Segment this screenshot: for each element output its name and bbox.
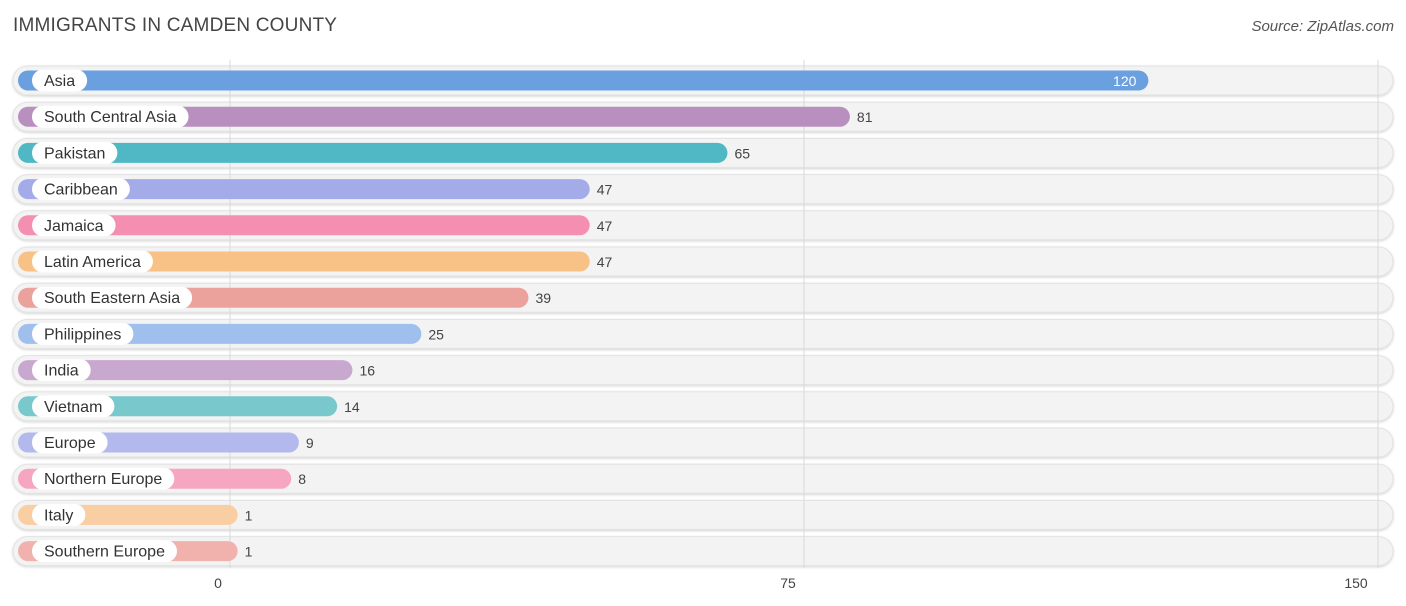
bar (18, 251, 590, 272)
category-label-text: Vietnam (44, 399, 102, 416)
category-label-pill (32, 69, 88, 92)
value-label: 81 (857, 109, 873, 125)
bar (18, 106, 850, 127)
category-label: Asia (32, 69, 88, 92)
category-label-pill (32, 141, 118, 164)
category-label-text: Italy (44, 507, 73, 524)
category-label-pill (32, 503, 86, 526)
value-label: 1 (245, 544, 253, 560)
category-label-pill (32, 359, 91, 382)
category-label-text: Southern Europe (44, 544, 165, 561)
bar (18, 215, 590, 236)
category-label-text: Europe (44, 435, 96, 452)
category-label: Europe (32, 431, 108, 454)
row-track (12, 427, 1394, 458)
bar (18, 360, 353, 381)
row-track (12, 499, 1394, 530)
category-label-pill (32, 467, 175, 490)
category-label-pill (32, 540, 177, 563)
category-label-pill (32, 322, 134, 345)
value-label: 39 (535, 290, 551, 306)
category-label-pill (32, 286, 193, 309)
category-label-text: South Central Asia (44, 109, 177, 126)
category-label-text: Jamaica (44, 218, 104, 235)
value-label: 47 (597, 218, 613, 234)
category-label: South Eastern Asia (32, 286, 193, 309)
category-label: India (32, 359, 91, 382)
category-label: Northern Europe (32, 467, 175, 490)
category-label: Latin America (32, 250, 153, 273)
row-track (12, 536, 1394, 567)
category-label-text: South Eastern Asia (44, 290, 180, 307)
category-label: Jamaica (32, 214, 116, 237)
category-label-pill (32, 178, 130, 201)
category-label-text: Caribbean (44, 182, 118, 199)
category-label-pill (32, 214, 116, 237)
category-label-text: Latin America (44, 254, 141, 271)
category-label-pill (32, 250, 153, 273)
category-label-pill (32, 431, 108, 454)
category-label-text: Pakistan (44, 145, 105, 162)
value-label: 8 (298, 471, 306, 487)
bar (18, 70, 1149, 91)
bar (18, 179, 590, 200)
category-label: South Central Asia (32, 105, 189, 128)
value-label: 14 (344, 399, 360, 415)
value-label: 9 (306, 435, 314, 451)
source-credit: Source: ZipAtlas.com (1251, 18, 1394, 35)
value-label: 65 (734, 145, 750, 161)
category-label: Vietnam (32, 395, 115, 418)
x-tick-label: 0 (214, 575, 222, 591)
row-track (12, 391, 1394, 422)
row-track (12, 355, 1394, 386)
category-label: Italy (32, 503, 86, 526)
category-label-text: Asia (44, 73, 75, 90)
category-label-text: India (44, 363, 79, 380)
bar (18, 142, 728, 163)
category-label: Pakistan (32, 141, 118, 164)
x-tick-label: 150 (1344, 575, 1368, 591)
row-track (12, 463, 1394, 494)
category-label: Caribbean (32, 178, 130, 201)
category-label-text: Northern Europe (44, 471, 162, 488)
value-label: 25 (428, 326, 444, 342)
value-label: 1 (245, 507, 253, 523)
x-tick-label: 75 (780, 575, 796, 591)
category-label-text: Philippines (44, 326, 121, 343)
category-label: Philippines (32, 322, 134, 345)
value-label: 47 (597, 254, 613, 270)
value-label: 47 (597, 182, 613, 198)
category-label: Southern Europe (32, 540, 177, 563)
category-label-pill (32, 105, 189, 128)
value-label: 120 (1113, 73, 1137, 89)
chart-title: IMMIGRANTS IN CAMDEN COUNTY (13, 15, 338, 36)
value-label: 16 (359, 363, 375, 379)
category-label-pill (32, 395, 115, 418)
